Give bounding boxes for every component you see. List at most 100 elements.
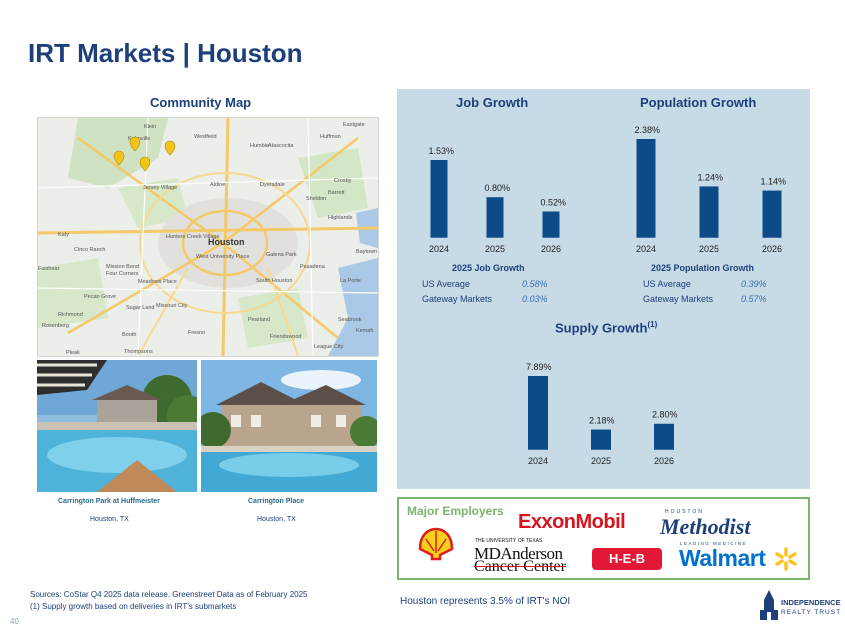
supply-growth-chart: 7.89% 2024 2.18% 2025 2.80% 2026 [510,362,695,466]
exxonmobil-logo: ExxonMobil [518,511,626,533]
map-label: Eastgate [343,122,365,128]
map-label: Galena Park [266,252,297,258]
map-graphic: Klein Kohnville Westfield Humble Atascoc… [38,118,378,356]
x-tick-label: 2024 [528,456,548,466]
pop-stats-label: Gateway Markets [643,294,714,304]
bar-2025 [486,197,504,238]
map-label: Baytown [356,249,377,255]
map-label: La Porte [340,278,361,284]
bar-2024 [528,376,548,450]
map-label: Sugar Land [126,305,154,311]
photo-caption-name: Carrington Place [248,498,305,505]
map-label: Pasadena [300,264,326,270]
map-label: Friendswood [270,334,302,340]
data-label: 7.89% [526,362,552,372]
noi-note: Houston represents 3.5% of IRT's NOI [400,596,571,607]
map-label: Aldine [210,182,225,188]
map-label: Hunters Creek Village [166,234,219,240]
bar-2026 [654,423,674,450]
data-label: 1.24% [698,172,724,182]
x-tick-label: 2025 [699,244,719,254]
map-label: West University Place [196,254,249,260]
map-label: Pleak [66,350,80,356]
page-title: IRT Markets | Houston [28,38,303,68]
bar-2026 [542,211,560,238]
map-label: Kemah [356,328,373,334]
map-label: Barrett [328,190,345,196]
mdanderson-logo-sub: Cancer Center [474,558,566,576]
growth-panel [397,89,810,489]
pop-stats-value: 0.39% [741,279,767,289]
job-growth-chart: 1.53% 2024 0.80% 2025 0.52% 2026 [411,146,579,254]
supply-footnote: (1) Supply growth based on deliveries in… [30,602,237,611]
map-label: Four Corners [106,271,139,277]
map-label: South Houston [256,278,292,284]
property-photo-carrington-place [201,360,377,492]
data-label: 1.53% [429,146,455,156]
x-tick-label: 2024 [429,244,449,254]
map-label: Humble [250,143,269,149]
map-label: Rosenberg [42,323,69,329]
data-label: 0.80% [485,183,511,193]
methodist-logo-top: HOUSTON [665,509,704,515]
job-stats-title: 2025 Job Growth [452,263,525,273]
community-map[interactable]: Klein Kohnville Westfield Humble Atascoc… [37,117,379,357]
population-growth-chart: 2.38% 2024 1.24% 2025 1.14% 2026 [620,125,790,254]
map-label: Thompsons [124,349,153,355]
job-growth-title: Job Growth [456,95,529,110]
map-label: Dyersdale [260,182,285,188]
map-label: Booth [122,332,136,338]
job-stats-label: US Average [422,279,470,289]
map-label: Westfield [194,134,217,140]
heb-logo: H-E-B [592,548,662,570]
map-label: Missouri City [156,303,188,309]
map-label: Huffman [320,134,341,140]
map-pin-icon [113,136,176,172]
map-title: Community Map [150,95,252,110]
photo-caption-name: Carrington Park at Huffmeister [58,498,160,505]
map-label: Pecan Grove [84,294,116,300]
map-label: Fulshear [38,266,60,272]
map-label: Pearland [248,317,270,323]
map-label: Klein [144,124,156,130]
mdanderson-logo-top: THE UNIVERSITY OF TEXAS [475,538,543,544]
data-label: 2.38% [635,125,661,135]
job-stats-value: 0.03% [522,294,548,304]
logo-line2: REALTY TRUST [781,609,842,616]
bar-2024 [636,139,656,238]
x-tick-label: 2026 [541,244,561,254]
property-photo-huffmeister [37,360,197,492]
photo-caption-location: Houston, TX [90,516,129,523]
map-label-houston: Houston [208,237,245,247]
page-number: 40 [10,617,19,626]
supply-growth-title: Supply Growth(1) [555,320,657,335]
supply-growth-title-text: Supply Growth [555,320,648,336]
mdanderson-logo: MDAnderson [474,544,563,563]
photo-caption-location: Houston, TX [257,516,296,523]
bar-2025 [591,429,611,450]
x-tick-label: 2025 [485,244,505,254]
methodist-logo-tagline: LEADING MEDICINE [680,541,748,546]
map-label: Fresno [188,330,205,336]
map-label: Crosby [334,178,352,184]
population-growth-title: Population Growth [640,95,757,110]
data-label: 1.14% [761,177,787,187]
map-label: Sheldon [306,196,326,202]
methodist-logo: Methodist [660,514,751,539]
map-label: Katy [58,232,69,238]
x-tick-label: 2026 [762,244,782,254]
pop-stats-value: 0.57% [741,294,767,304]
pop-stats-title: 2025 Population Growth [651,263,755,273]
map-label: Highlands [328,215,353,221]
x-tick-label: 2026 [654,456,674,466]
data-label: 0.52% [541,197,567,207]
map-label: Meadows Place [138,279,177,285]
independence-hall-icon [760,590,778,620]
bar-2024 [430,160,448,238]
major-employers-title: Major Employers [407,504,504,518]
x-tick-label: 2024 [636,244,656,254]
job-stats-value: 0.58% [522,279,548,289]
map-label: Richmond [58,312,83,318]
data-label: 2.18% [589,416,615,426]
x-tick-label: 2025 [591,456,611,466]
